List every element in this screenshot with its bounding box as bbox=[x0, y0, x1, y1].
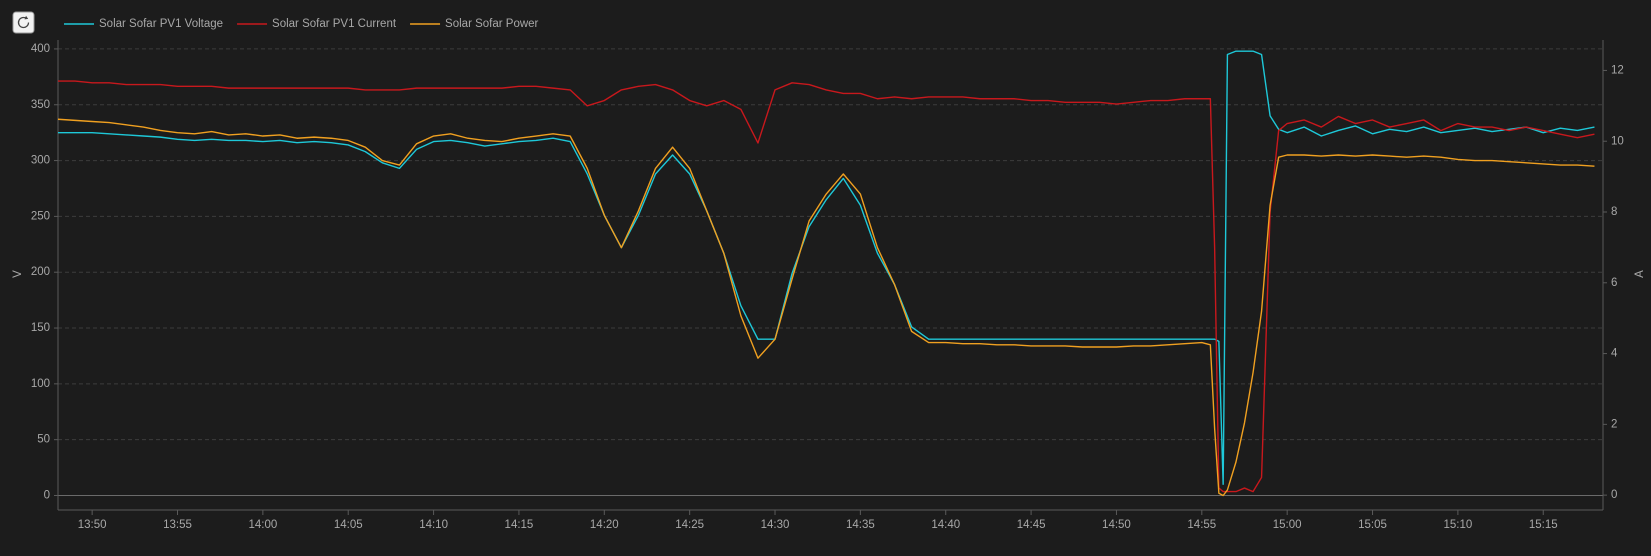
legend-label: Solar Sofar Power bbox=[445, 18, 538, 30]
series-line bbox=[58, 50, 1595, 486]
y-tick-label: 200 bbox=[31, 266, 50, 278]
x-tick-label: 15:00 bbox=[1273, 519, 1302, 531]
x-tick-label: 14:20 bbox=[590, 519, 619, 531]
refresh-icon[interactable] bbox=[17, 16, 30, 29]
y2-tick-label: 12 bbox=[1611, 64, 1624, 76]
x-tick-label: 13:50 bbox=[78, 519, 107, 531]
y-tick-label: 400 bbox=[31, 43, 50, 55]
y2-axis-label: A bbox=[1634, 270, 1646, 278]
y-tick-label: 350 bbox=[31, 99, 50, 111]
y-tick-label: 50 bbox=[37, 434, 50, 446]
x-tick-label: 14:55 bbox=[1187, 519, 1216, 531]
legend-label: Solar Sofar PV1 Current bbox=[272, 18, 397, 30]
y-axis-label: V bbox=[12, 270, 24, 278]
x-tick-label: 15:10 bbox=[1443, 519, 1472, 531]
x-tick-label: 14:05 bbox=[334, 519, 363, 531]
x-tick-label: 14:15 bbox=[505, 519, 534, 531]
button-frame[interactable] bbox=[12, 11, 35, 34]
x-tick-label: 15:05 bbox=[1358, 519, 1387, 531]
y2-tick-label: 6 bbox=[1611, 277, 1617, 289]
series-line bbox=[58, 80, 1595, 493]
x-tick-label: 15:15 bbox=[1529, 519, 1558, 531]
x-tick-label: 14:10 bbox=[419, 519, 448, 531]
y2-tick-label: 8 bbox=[1611, 206, 1617, 218]
x-tick-label: 14:00 bbox=[248, 519, 277, 531]
series-line bbox=[57, 118, 1595, 497]
x-tick-label: 13:55 bbox=[163, 519, 192, 531]
y2-tick-label: 2 bbox=[1611, 418, 1617, 430]
x-tick-label: 14:30 bbox=[761, 519, 790, 531]
y2-tick-label: 0 bbox=[1611, 489, 1617, 501]
x-tick-label: 14:25 bbox=[675, 519, 704, 531]
x-tick-label: 14:50 bbox=[1102, 519, 1131, 531]
refresh-arrow[interactable] bbox=[24, 15, 29, 20]
y-tick-label: 0 bbox=[44, 490, 50, 502]
legend-label: Solar Sofar PV1 Voltage bbox=[99, 18, 223, 30]
y-tick-label: 150 bbox=[31, 322, 50, 334]
x-tick-label: 14:40 bbox=[931, 519, 960, 531]
x-tick-label: 14:45 bbox=[1017, 519, 1046, 531]
y2-tick-label: 4 bbox=[1611, 348, 1618, 360]
y-tick-label: 250 bbox=[31, 210, 50, 222]
y-tick-label: 100 bbox=[31, 378, 50, 390]
y2-tick-label: 10 bbox=[1611, 135, 1624, 147]
refresh-button[interactable] bbox=[12, 11, 35, 34]
y-tick-label: 300 bbox=[31, 155, 50, 167]
x-tick-label: 14:35 bbox=[846, 519, 875, 531]
